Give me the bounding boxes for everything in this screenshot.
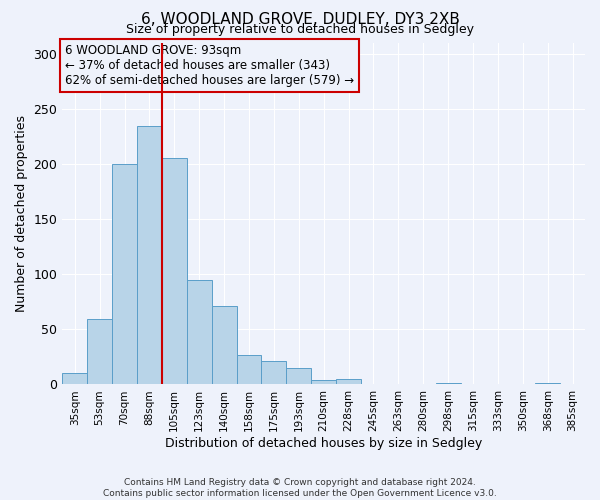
Bar [87, 320, 112, 384]
Text: Size of property relative to detached houses in Sedgley: Size of property relative to detached ho… [126, 22, 474, 36]
Bar [286, 368, 311, 384]
X-axis label: Distribution of detached houses by size in Sedgley: Distribution of detached houses by size … [165, 437, 482, 450]
Bar [137, 126, 162, 384]
Bar [112, 164, 137, 384]
Text: Contains HM Land Registry data © Crown copyright and database right 2024.
Contai: Contains HM Land Registry data © Crown c… [103, 478, 497, 498]
Bar [212, 306, 236, 384]
Bar [162, 158, 187, 384]
Bar [311, 380, 336, 384]
Bar [336, 379, 361, 384]
Bar [62, 374, 87, 384]
Y-axis label: Number of detached properties: Number of detached properties [15, 115, 28, 312]
Bar [187, 280, 212, 384]
Text: 6, WOODLAND GROVE, DUDLEY, DY3 2XB: 6, WOODLAND GROVE, DUDLEY, DY3 2XB [140, 12, 460, 28]
Bar [262, 362, 286, 384]
Text: 6 WOODLAND GROVE: 93sqm
← 37% of detached houses are smaller (343)
62% of semi-d: 6 WOODLAND GROVE: 93sqm ← 37% of detache… [65, 44, 354, 87]
Bar [236, 354, 262, 384]
